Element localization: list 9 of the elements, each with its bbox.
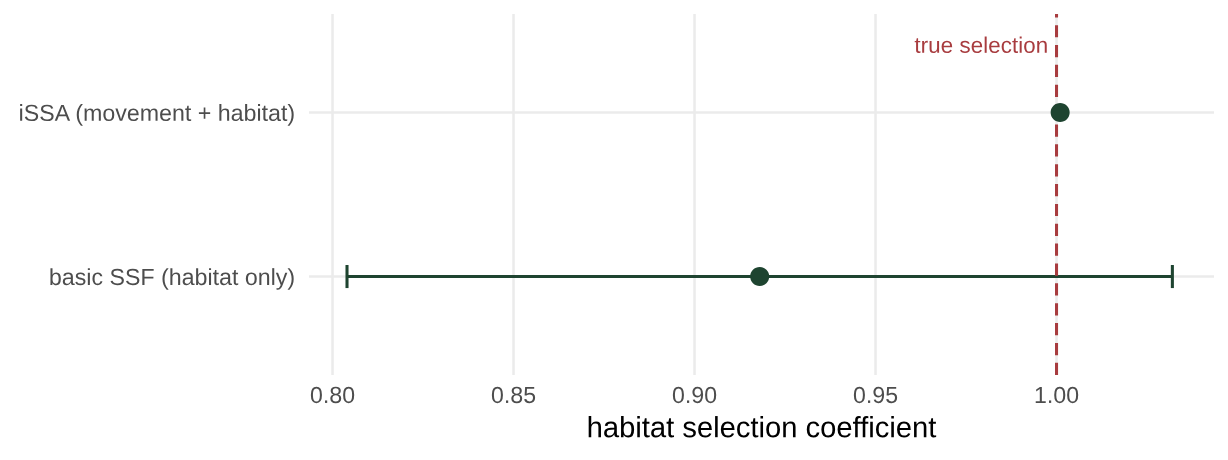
y-tick-label: iSSA (movement + habitat) xyxy=(20,104,294,126)
x-tick-label: 0.95 xyxy=(853,386,898,404)
x-tick-label: 0.85 xyxy=(491,386,536,404)
ref-line-label: true selection xyxy=(914,36,1047,54)
y-tick-label: basic SSF (habitat only) xyxy=(50,268,294,290)
x-tick-label: 0.80 xyxy=(310,386,355,404)
x-tick-label: 1.00 xyxy=(1035,386,1079,404)
x-tick-label: 0.90 xyxy=(672,386,717,404)
x-axis-title: habitat selection coefficient xyxy=(588,416,937,438)
